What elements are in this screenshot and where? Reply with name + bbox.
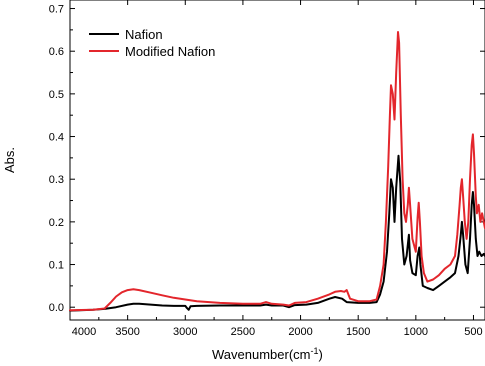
series-layer (69, 31, 485, 312)
legend-label-modified-nafion: Modified Nafion (125, 44, 215, 59)
x-axis-title-main: Wavenumber(cm (212, 347, 310, 362)
y-tick-label: 0.4 (49, 132, 64, 144)
x-tick-label: 500 (464, 326, 482, 338)
y-tick-label: 0.0 (49, 302, 64, 314)
x-axis: 4000 3500 3000 2500 2000 1500 1000 500 (69, 0, 483, 338)
x-tick-label: 2000 (288, 326, 312, 338)
legend: Nafion Modified Nafion (89, 27, 215, 59)
y-tick-label: 0.1 (49, 260, 64, 272)
x-axis-title-close: ) (319, 347, 323, 362)
y-tick-label: 0.3 (49, 174, 64, 186)
x-tick-label: 1000 (404, 326, 428, 338)
series-line-modified-nafion (69, 31, 485, 312)
x-tick-label: 3000 (173, 326, 197, 338)
plot-frame (69, 0, 485, 321)
series-line-nafion (69, 154, 485, 312)
x-tick-label: 3500 (115, 326, 139, 338)
x-tick-label: 4000 (72, 326, 96, 338)
x-axis-title: Wavenumber(cm-1) (212, 346, 323, 362)
y-axis-title: Abs. (2, 147, 17, 173)
y-tick-label: 0.2 (49, 217, 64, 229)
y-tick-label: 0.6 (49, 46, 64, 58)
y-tick-label: 0.5 (49, 89, 64, 101)
y-axis: 0.0 0.1 0.2 0.3 0.4 0.5 0.6 0.7 (49, 4, 485, 314)
x-tick-label: 1500 (346, 326, 370, 338)
x-tick-label: 2500 (231, 326, 255, 338)
legend-label-nafion: Nafion (125, 27, 163, 42)
y-tick-label: 0.7 (49, 4, 64, 16)
x-axis-title-superscript: -1 (310, 346, 318, 356)
